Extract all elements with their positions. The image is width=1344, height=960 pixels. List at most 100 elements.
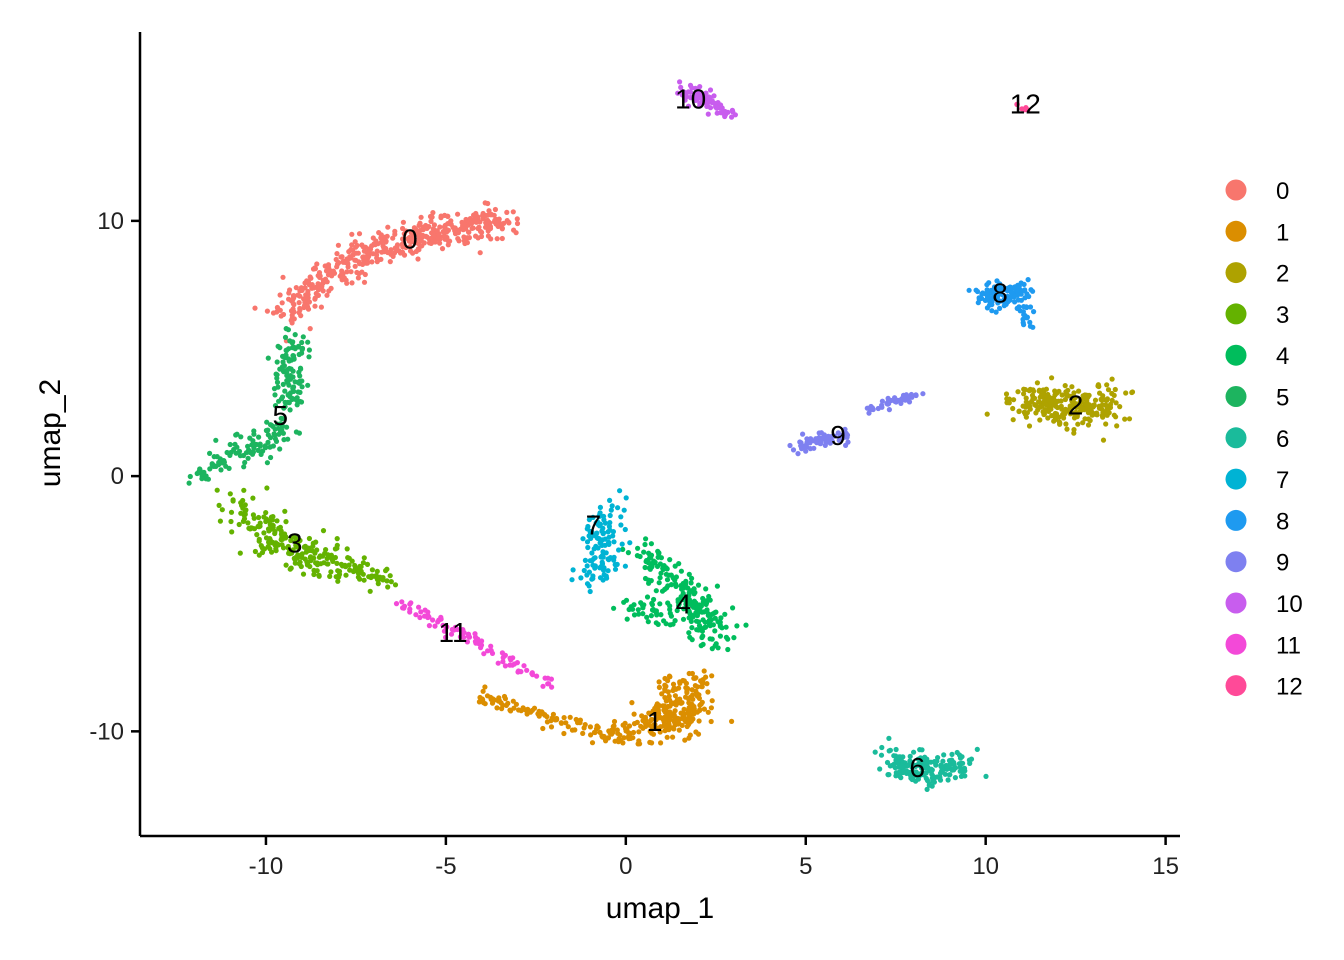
point <box>807 446 814 452</box>
point <box>606 557 612 563</box>
point <box>617 488 623 494</box>
point <box>678 568 685 574</box>
point <box>904 763 910 769</box>
point <box>1018 291 1024 297</box>
point <box>361 577 367 583</box>
y-axis-title: umap_2 <box>34 379 67 487</box>
point <box>581 567 587 574</box>
legend-swatch <box>1225 551 1247 573</box>
point <box>399 242 406 248</box>
point <box>307 326 313 332</box>
point <box>418 609 424 615</box>
point <box>676 727 682 733</box>
point <box>675 721 681 727</box>
legend-item-10: 10 <box>1225 591 1303 618</box>
point <box>612 562 618 568</box>
point <box>910 762 916 768</box>
point <box>364 250 370 256</box>
point <box>630 729 637 736</box>
point <box>361 279 368 285</box>
point <box>320 528 327 534</box>
point <box>1064 426 1070 432</box>
point <box>400 219 406 225</box>
point <box>443 634 449 641</box>
point <box>967 760 973 767</box>
point <box>666 693 672 699</box>
point <box>709 673 715 679</box>
point <box>705 689 711 695</box>
point <box>542 675 548 681</box>
point <box>803 448 809 454</box>
point <box>241 512 247 518</box>
point <box>705 612 711 619</box>
point <box>709 698 715 704</box>
point <box>674 607 680 614</box>
point <box>335 578 341 584</box>
point <box>316 270 323 276</box>
point <box>312 295 318 301</box>
point <box>280 381 286 387</box>
point <box>237 550 243 556</box>
point <box>269 540 275 546</box>
cluster-label-4: 4 <box>676 589 692 620</box>
point <box>495 660 501 666</box>
point <box>577 717 584 723</box>
point <box>1113 400 1119 406</box>
point <box>957 764 963 771</box>
point <box>885 399 891 405</box>
point <box>1036 387 1042 393</box>
point <box>682 737 688 743</box>
point <box>1091 411 1097 417</box>
point <box>468 220 474 226</box>
point <box>672 693 679 699</box>
point <box>624 616 630 622</box>
point <box>285 543 291 550</box>
point <box>690 613 696 619</box>
point <box>570 567 576 573</box>
point <box>275 541 281 548</box>
point <box>800 431 806 437</box>
point <box>284 424 290 430</box>
point <box>585 544 591 551</box>
point <box>484 693 491 699</box>
point <box>492 206 498 213</box>
point <box>649 564 655 570</box>
point <box>607 520 613 526</box>
legend-item-6: 6 <box>1225 426 1289 453</box>
point <box>455 211 461 217</box>
point <box>320 277 326 283</box>
point <box>289 345 296 351</box>
point <box>1075 421 1081 427</box>
legend-item-0: 0 <box>1225 178 1289 205</box>
point <box>540 683 546 689</box>
point <box>703 586 709 592</box>
x-tick-label: 5 <box>799 853 812 880</box>
point <box>1027 319 1033 325</box>
point <box>305 339 311 345</box>
point <box>986 280 992 286</box>
point <box>1065 407 1072 413</box>
point <box>472 216 478 222</box>
point <box>432 623 438 629</box>
cluster-label-2: 2 <box>1068 390 1084 421</box>
point <box>997 305 1003 311</box>
point <box>590 562 596 568</box>
point <box>611 723 617 729</box>
point <box>667 717 673 723</box>
point <box>937 777 944 783</box>
point <box>942 771 948 777</box>
point <box>259 549 266 556</box>
point <box>1034 380 1040 386</box>
point <box>688 618 694 625</box>
point <box>712 615 718 621</box>
point <box>584 572 590 578</box>
point <box>304 562 310 568</box>
point <box>295 389 301 395</box>
point <box>1129 389 1135 396</box>
point <box>410 250 416 256</box>
cluster-label-1: 1 <box>647 706 663 737</box>
point <box>263 535 270 541</box>
point <box>339 268 345 274</box>
point <box>1080 420 1086 426</box>
